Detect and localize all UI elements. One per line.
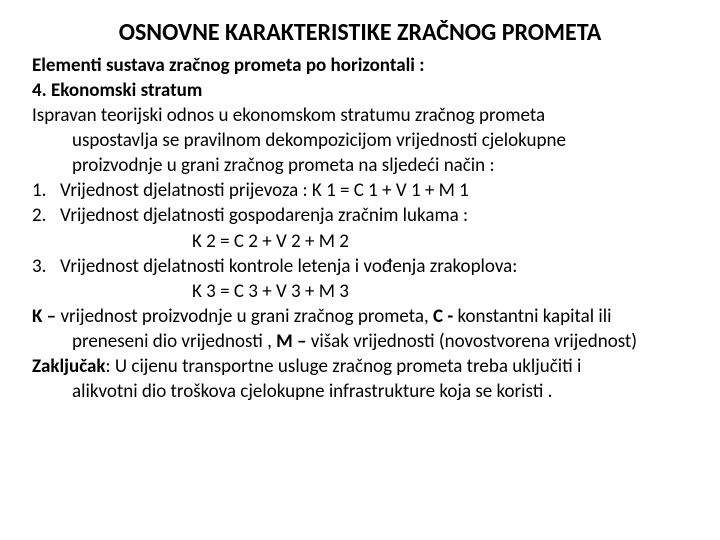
- slide-body: Elementi sustava zračnog prometa po hori…: [32, 53, 688, 404]
- formula-2: K 2 = C 2 + V 2 + M 2: [32, 229, 688, 254]
- stratum-heading: 4. Ekonomski stratum: [32, 78, 688, 103]
- legend-c-label: C -: [433, 305, 453, 328]
- intro-line-2: uspostavlja se pravilnom dekompozicijom …: [32, 128, 688, 153]
- list-number-1: 1.: [32, 178, 60, 203]
- legend-line-1: K – vrijednost proizvodnje u grani zračn…: [32, 304, 688, 329]
- legend-line-2: preneseni dio vrijednosti , M – višak vr…: [32, 329, 688, 354]
- list-number-3: 3.: [32, 254, 60, 279]
- list-item-3: 3. Vrijednost djelatnosti kontrole leten…: [32, 254, 688, 279]
- subtitle: Elementi sustava zračnog prometa po hori…: [32, 53, 688, 78]
- legend-line-2a: preneseni dio vrijednosti ,: [72, 330, 276, 353]
- legend-k-text: vrijednost proizvodnje u grani zračnog p…: [60, 305, 433, 328]
- conclusion-text-1: : U cijenu transportne usluge zračnog pr…: [106, 355, 582, 378]
- list-item-1: 1. Vrijednost djelatnosti prijevoza : K …: [32, 178, 688, 203]
- legend-m-text: višak vrijednosti (novostvorena vrijedno…: [311, 330, 637, 353]
- slide-title: OSNOVNE KARAKTERISTIKE ZRAČNOG PROMETA: [32, 18, 688, 47]
- list-item-2: 2. Vrijednost djelatnosti gospodarenja z…: [32, 203, 688, 228]
- intro-line-3: proizvodnje u grani zračnog prometa na s…: [32, 153, 688, 178]
- legend-k-label: K –: [32, 305, 60, 328]
- list-text-1: Vrijednost djelatnosti prijevoza : K 1 =…: [60, 178, 688, 203]
- legend-m-label: M –: [276, 330, 311, 353]
- conclusion-line-1: Zaključak: U cijenu transportne usluge z…: [32, 354, 688, 379]
- intro-line-1: Ispravan teorijski odnos u ekonomskom st…: [32, 103, 688, 128]
- conclusion-label: Zaključak: [32, 355, 106, 378]
- list-number-2: 2.: [32, 203, 60, 228]
- conclusion-line-2: alikvotni dio troškova cjelokupne infras…: [32, 379, 688, 404]
- legend-c-text: konstantni kapital ili: [453, 305, 611, 328]
- formula-3: K 3 = C 3 + V 3 + M 3: [32, 279, 688, 304]
- list-text-3: Vrijednost djelatnosti kontrole letenja …: [60, 254, 688, 279]
- list-text-2: Vrijednost djelatnosti gospodarenja zrač…: [60, 203, 688, 228]
